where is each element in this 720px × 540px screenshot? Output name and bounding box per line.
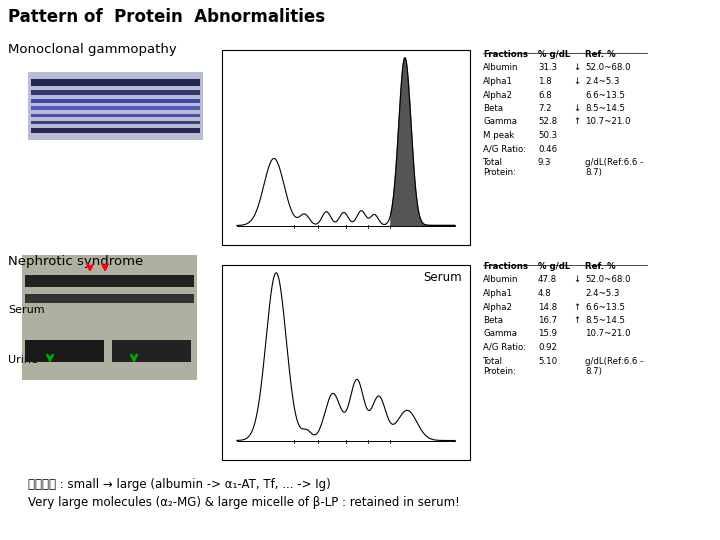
Text: Total
Protein:: Total Protein: xyxy=(483,158,516,178)
Bar xyxy=(31,121,200,124)
Bar xyxy=(112,340,191,362)
Bar xyxy=(25,294,194,303)
Text: Ref. %: Ref. % xyxy=(585,262,616,271)
Text: 8.5~14.5: 8.5~14.5 xyxy=(585,104,625,113)
Text: 4.8: 4.8 xyxy=(538,289,552,298)
Text: 52.8: 52.8 xyxy=(538,118,557,126)
Text: Very large molecules (α₂-MG) & large micelle of β-LP : retained in serum!: Very large molecules (α₂-MG) & large mic… xyxy=(28,496,460,509)
Bar xyxy=(31,90,200,95)
Text: Monoclonal gammopathy: Monoclonal gammopathy xyxy=(8,43,176,56)
Text: A/G Ratio:: A/G Ratio: xyxy=(483,343,526,352)
Bar xyxy=(31,114,200,117)
Text: Albumin: Albumin xyxy=(483,64,518,72)
Text: Alpha2: Alpha2 xyxy=(483,302,513,312)
Text: Ref. %: Ref. % xyxy=(585,50,616,59)
Text: ↑: ↑ xyxy=(573,316,580,325)
Text: 2.4~5.3: 2.4~5.3 xyxy=(585,289,619,298)
Text: 15.9: 15.9 xyxy=(538,329,557,339)
Text: Alpha1: Alpha1 xyxy=(483,289,513,298)
Text: ↓: ↓ xyxy=(573,104,580,113)
Text: g/dL(Ref:6.6 -
8.7): g/dL(Ref:6.6 - 8.7) xyxy=(585,158,643,178)
Bar xyxy=(25,340,104,362)
Text: Pattern of  Protein  Abnormalities: Pattern of Protein Abnormalities xyxy=(8,8,325,26)
Bar xyxy=(222,50,470,245)
Text: 47.8: 47.8 xyxy=(538,275,557,285)
Text: 16.7: 16.7 xyxy=(538,316,557,325)
Bar xyxy=(31,99,200,103)
Text: 7.2: 7.2 xyxy=(538,104,552,113)
Text: 0.46: 0.46 xyxy=(538,145,557,153)
Text: 5.10: 5.10 xyxy=(538,356,557,366)
Text: 6.6~13.5: 6.6~13.5 xyxy=(585,302,625,312)
Text: 소실양상 : small → large (albumin -> α₁-AT, Tf, ... -> Ig): 소실양상 : small → large (albumin -> α₁-AT, … xyxy=(28,478,330,491)
Text: A/G Ratio:: A/G Ratio: xyxy=(483,145,526,153)
Text: 52.0~68.0: 52.0~68.0 xyxy=(585,275,631,285)
Text: Alpha2: Alpha2 xyxy=(483,91,513,99)
Text: % g/dL: % g/dL xyxy=(538,262,570,271)
Text: ↑: ↑ xyxy=(573,302,580,312)
Text: Serum: Serum xyxy=(8,305,45,315)
Text: 6.8: 6.8 xyxy=(538,91,552,99)
Bar xyxy=(31,79,200,86)
Text: Serum: Serum xyxy=(423,271,462,284)
Text: 0.92: 0.92 xyxy=(538,343,557,352)
Polygon shape xyxy=(391,58,455,226)
Bar xyxy=(25,275,194,287)
Text: Total
Protein:: Total Protein: xyxy=(483,356,516,376)
Text: % g/dL: % g/dL xyxy=(538,50,570,59)
Bar xyxy=(222,265,470,460)
Text: 9.3: 9.3 xyxy=(538,158,552,167)
Text: 31.3: 31.3 xyxy=(538,64,557,72)
Bar xyxy=(22,255,197,380)
Text: g/dL(Ref:6.6 -
8.7): g/dL(Ref:6.6 - 8.7) xyxy=(585,356,643,376)
Bar xyxy=(31,128,200,133)
Text: M peak: M peak xyxy=(483,131,514,140)
Text: 50.3: 50.3 xyxy=(538,131,557,140)
Text: Fractions: Fractions xyxy=(483,262,528,271)
Text: 6.6~13.5: 6.6~13.5 xyxy=(585,91,625,99)
Text: ↓: ↓ xyxy=(573,275,580,285)
Text: 10.7~21.0: 10.7~21.0 xyxy=(585,329,631,339)
Text: Gamma: Gamma xyxy=(483,329,517,339)
Bar xyxy=(28,72,203,140)
Text: Urine: Urine xyxy=(8,355,38,365)
Text: Alpha1: Alpha1 xyxy=(483,77,513,86)
Text: Beta: Beta xyxy=(483,104,503,113)
Text: 2.4~5.3: 2.4~5.3 xyxy=(585,77,619,86)
Text: ↓: ↓ xyxy=(573,64,580,72)
Text: 8.5~14.5: 8.5~14.5 xyxy=(585,316,625,325)
Text: 14.8: 14.8 xyxy=(538,302,557,312)
Text: Albumin: Albumin xyxy=(483,275,518,285)
Bar xyxy=(31,106,200,110)
Text: 10.7~21.0: 10.7~21.0 xyxy=(585,118,631,126)
Text: Beta: Beta xyxy=(483,316,503,325)
Text: Fractions: Fractions xyxy=(483,50,528,59)
Text: ↑: ↑ xyxy=(573,118,580,126)
Text: ↓: ↓ xyxy=(573,77,580,86)
Text: Nephrotic syndrome: Nephrotic syndrome xyxy=(8,255,143,268)
Text: 1.8: 1.8 xyxy=(538,77,552,86)
Text: 52.0~68.0: 52.0~68.0 xyxy=(585,64,631,72)
Text: Gamma: Gamma xyxy=(483,118,517,126)
